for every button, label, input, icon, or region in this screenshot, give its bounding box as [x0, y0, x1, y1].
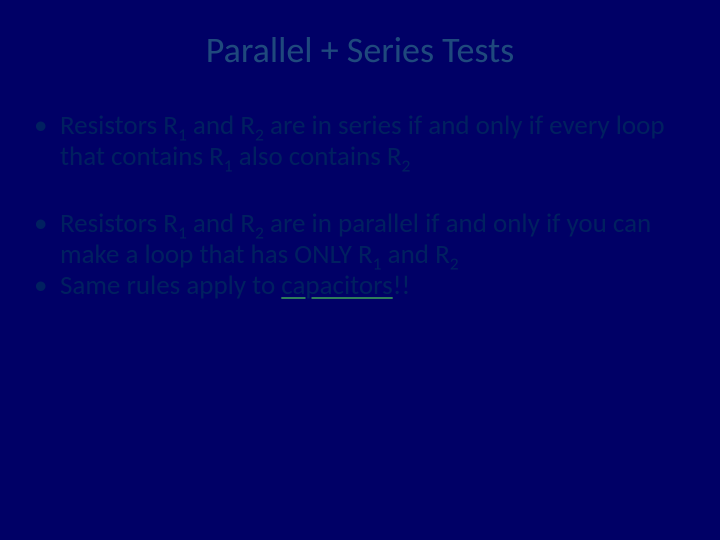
text-run: Resistors R	[60, 109, 178, 142]
underlined-text: capacitors	[281, 269, 392, 302]
slide: Parallel + Series Tests Resistors R1 and…	[0, 0, 720, 540]
text-run: Same rules apply to	[60, 269, 281, 302]
bullet-item: Resistors R1 and R2 are in series if and…	[34, 110, 680, 172]
text-run: and R	[187, 207, 255, 240]
spacer	[34, 172, 680, 208]
slide-title: Parallel + Series Tests	[0, 0, 720, 92]
text-run: Resistors R	[60, 207, 178, 240]
text-run: and R	[187, 109, 255, 142]
bullet-item: Resistors R1 and R2 are in parallel if a…	[34, 208, 680, 270]
text-run: !!	[393, 269, 411, 302]
bullet-list: Resistors R1 and R2 are in series if and…	[34, 110, 680, 301]
bullet-item: Same rules apply to capacitors!!	[34, 270, 680, 301]
text-run: also contains R	[233, 140, 402, 173]
slide-content: Resistors R1 and R2 are in series if and…	[0, 92, 720, 301]
text-run: and R	[382, 238, 450, 271]
